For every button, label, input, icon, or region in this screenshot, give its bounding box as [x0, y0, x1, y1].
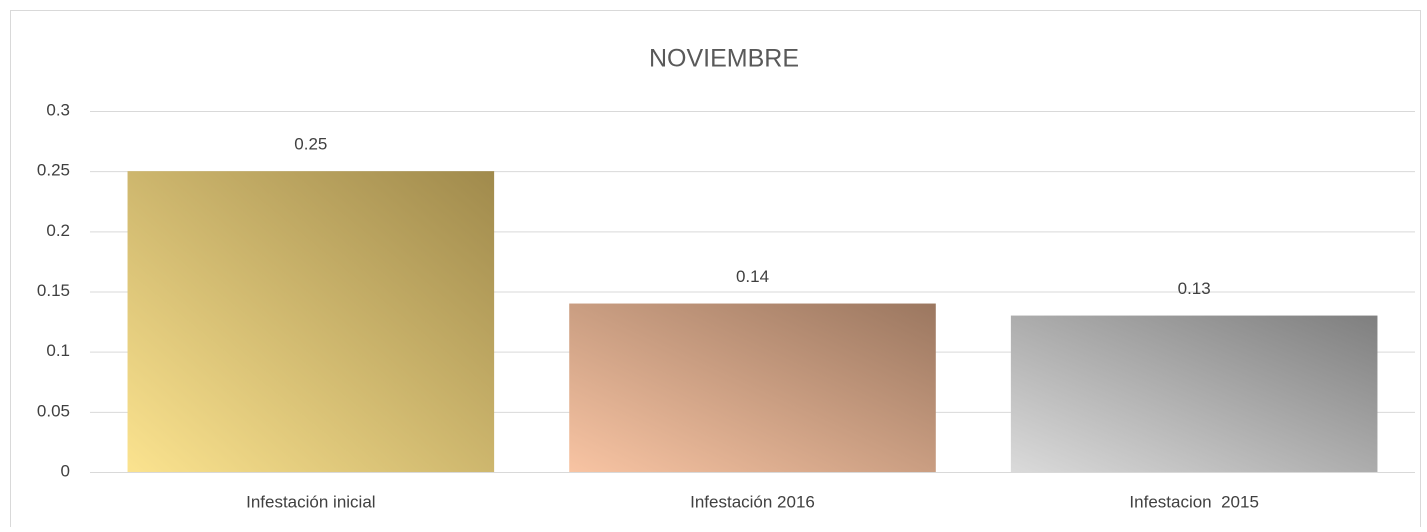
x-tick-label: Infestación inicial — [246, 492, 375, 511]
bar — [127, 171, 495, 472]
bar — [569, 303, 936, 472]
value-label: 0.14 — [736, 267, 769, 286]
y-tick-label: 0.2 — [46, 221, 70, 240]
y-tick-label: 0.3 — [46, 100, 70, 119]
x-tick-label: Infestacion 2015 — [1129, 492, 1258, 511]
value-label: 0.13 — [1178, 279, 1211, 298]
bar — [1010, 315, 1378, 472]
x-tick-label: Infestación 2016 — [690, 492, 815, 511]
chart-title: NOVIEMBRE — [649, 45, 799, 73]
y-tick-label: 0.15 — [37, 281, 70, 300]
value-label: 0.25 — [294, 135, 327, 154]
y-tick-label: 0.25 — [37, 161, 70, 180]
y-tick-label: 0.05 — [37, 401, 70, 420]
y-tick-label: 0 — [61, 461, 70, 480]
y-tick-label: 0.1 — [46, 341, 70, 360]
